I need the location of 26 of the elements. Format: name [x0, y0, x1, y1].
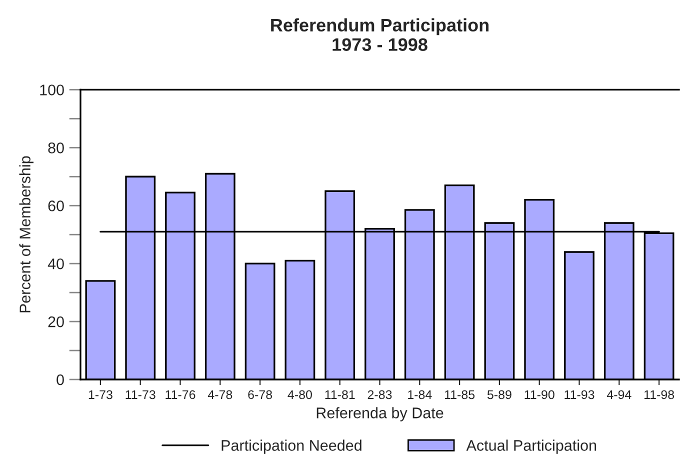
x-tick-label: 11-93: [564, 390, 594, 400]
x-tick-label: 5-89: [487, 390, 512, 400]
x-tick-label: 4-80: [288, 390, 312, 400]
x-axis-title: Referenda by Date: [316, 407, 444, 422]
x-tick-label: 4-78: [208, 390, 232, 400]
x-tick-label: 2-83: [368, 390, 392, 400]
x-tick-label: 11-90: [524, 390, 554, 400]
x-tick-label: 1-84: [408, 390, 432, 400]
x-tick-label: 11-81: [325, 390, 355, 400]
x-tick-label: 1-73: [88, 390, 112, 400]
x-tick-label: 11-76: [166, 390, 196, 400]
chart-title: Referendum Participation 1973 - 1998: [271, 18, 488, 52]
y-tick-label: 40: [48, 258, 64, 270]
y-tick-label: 20: [48, 316, 64, 328]
y-tick-label: 60: [48, 200, 64, 212]
x-tick-label: 6-78: [248, 390, 272, 400]
y-axis-title: Percent of Membership: [19, 156, 34, 312]
y-tick-label: 0: [56, 374, 64, 386]
legend-label: Actual Participation: [466, 440, 596, 454]
x-tick-label: 11-85: [444, 390, 475, 400]
x-tick-label: 11-98: [644, 390, 674, 400]
y-tick-label: 80: [48, 142, 64, 154]
legend-label: Participation Needed: [222, 440, 362, 454]
y-tick-label: 100: [40, 84, 64, 96]
x-tick-label: 4-94: [606, 390, 632, 400]
x-tick-label: 11-73: [126, 390, 156, 400]
